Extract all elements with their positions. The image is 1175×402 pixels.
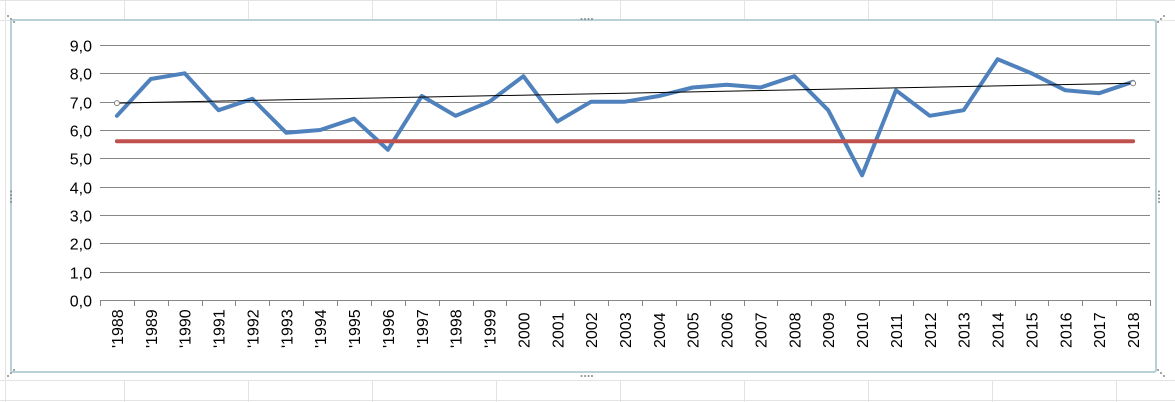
- x-tick-label: 2013: [957, 312, 974, 348]
- x-tick-label: 2006: [720, 312, 737, 348]
- y-tick-label: 7,0: [70, 96, 92, 113]
- y-tick-label: 3,0: [70, 209, 92, 226]
- x-tick-label: 2000: [516, 312, 533, 348]
- x-tick-label: '1999: [483, 309, 500, 348]
- x-tick-label: 2007: [753, 312, 770, 348]
- x-tick-label: 2015: [1024, 312, 1041, 348]
- resize-handle-left[interactable]: [9, 190, 13, 204]
- x-tick-label: 2009: [821, 312, 838, 348]
- resize-handle-top[interactable]: [580, 17, 594, 21]
- resize-handle-bottom[interactable]: [580, 374, 594, 378]
- resize-handle-top-right[interactable]: [1156, 14, 1166, 24]
- x-tick-label: '1989: [144, 309, 161, 348]
- x-tick-label: 2004: [652, 312, 669, 348]
- x-tick-label: 2010: [855, 312, 872, 348]
- x-tick-label: '1994: [313, 309, 330, 348]
- y-tick-label: 9,0: [70, 39, 92, 56]
- x-tick-label: 2008: [787, 312, 804, 348]
- resize-handle-right[interactable]: [1157, 190, 1161, 204]
- x-tick-label: '1988: [110, 309, 127, 348]
- x-tick-label: 2001: [550, 312, 567, 348]
- y-tick-label: 6,0: [70, 124, 92, 141]
- x-tick-label: 2012: [923, 312, 940, 348]
- x-tick-label: 2017: [1092, 312, 1109, 348]
- series-line-1: [114, 57, 1136, 178]
- resize-handle-top-left[interactable]: [6, 14, 16, 24]
- resize-handle-bottom-left[interactable]: [6, 368, 16, 378]
- x-tick-label: '1992: [245, 309, 262, 348]
- x-tick-label: '1995: [347, 309, 364, 348]
- x-tick-label: '1998: [449, 309, 466, 348]
- y-tick-label: 2,0: [70, 237, 92, 254]
- y-tick-label: 1,0: [70, 266, 92, 283]
- trendline: [116, 82, 1134, 104]
- x-tick-label: '1993: [279, 309, 296, 348]
- trendline-start-handle: [113, 100, 120, 107]
- x-tick-label: '1990: [178, 309, 195, 348]
- x-tick-label: 2002: [584, 312, 601, 348]
- x-tick-label: '1997: [415, 309, 432, 348]
- chart-area-frame[interactable]: [10, 19, 1157, 373]
- y-tick-label: 4,0: [70, 181, 92, 198]
- y-tick-label: 8,0: [70, 67, 92, 84]
- x-tick-label: 2018: [1126, 312, 1143, 348]
- x-tick-label: 2014: [991, 312, 1008, 348]
- x-tick-label: 2016: [1058, 312, 1075, 348]
- x-tick-label: 2003: [618, 312, 635, 348]
- x-tick-label: '1991: [212, 309, 229, 348]
- x-tick-label: '1996: [381, 309, 398, 348]
- trendline-end-handle: [1130, 80, 1137, 87]
- x-tick-label: 2005: [686, 312, 703, 348]
- y-tick-label: 5,0: [70, 152, 92, 169]
- y-tick-label: 0,0: [70, 294, 92, 311]
- resize-handle-bottom-right[interactable]: [1156, 368, 1166, 378]
- x-tick-label: 2011: [889, 313, 906, 348]
